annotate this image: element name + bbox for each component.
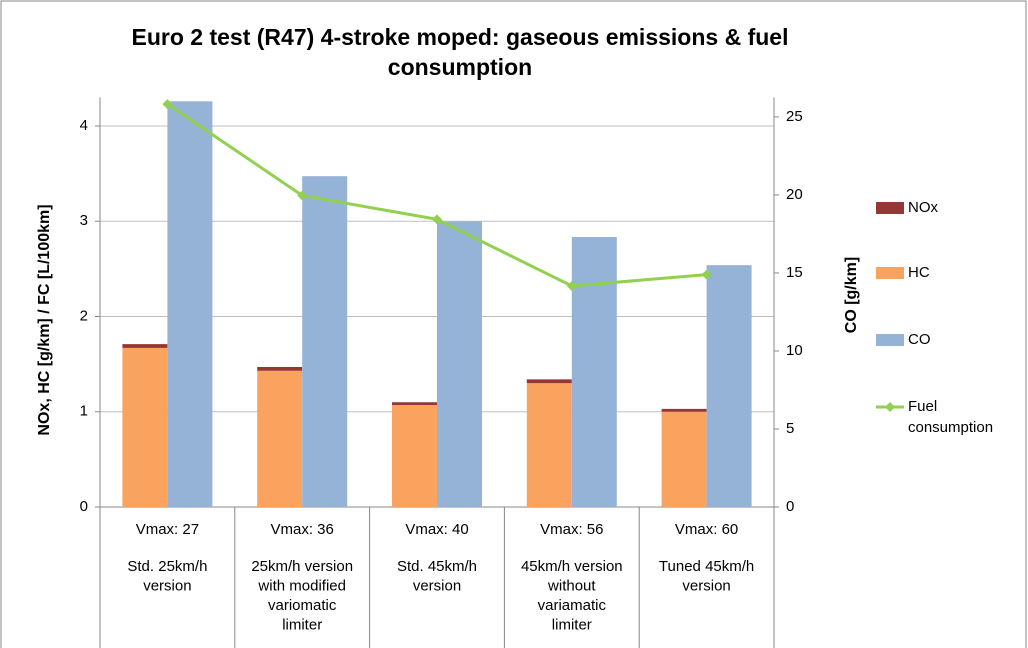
line-marker (162, 99, 173, 110)
line-marker (432, 214, 442, 225)
y2-tick-label: 25 (786, 108, 803, 125)
category-description: limiter (282, 616, 322, 633)
bar-segment (257, 366, 303, 371)
y-axis-title: NOx, HC [g/km] / FC [L/100km] (36, 204, 53, 435)
legend-marker (885, 402, 895, 412)
category-description: Tuned 45km/h (659, 558, 754, 575)
legend-swatch (876, 267, 904, 279)
bar (437, 221, 482, 507)
y-tick-label: 2 (80, 307, 88, 324)
x-tick-label: Vmax: 60 (675, 521, 738, 538)
category-description: version (413, 577, 461, 594)
y2-tick-label: 10 (786, 342, 803, 359)
bar-segment (122, 344, 168, 348)
category-description: version (682, 577, 730, 594)
bar-segment (526, 383, 572, 507)
legend-label: Fuel consumption (908, 398, 994, 436)
category-description: Std. 45km/h (397, 558, 477, 575)
category-description: variamatic (538, 597, 607, 614)
x-tick-label: Vmax: 36 (271, 521, 334, 538)
category-description: Std. 25km/h (127, 558, 207, 575)
legend-label: HC (908, 264, 930, 281)
category-description: version (143, 577, 191, 594)
bar (571, 237, 617, 508)
y2-tick-label: 20 (786, 186, 803, 203)
legend-label: CO (908, 331, 931, 348)
x-tick-label: Vmax: 27 (136, 521, 199, 538)
line-marker (701, 269, 712, 280)
bar-segment (661, 411, 707, 507)
line-marker (566, 281, 577, 292)
category-description: with modified (257, 577, 346, 594)
bar-segment (526, 379, 572, 384)
y-tick-label: 3 (80, 212, 88, 229)
bar-segment (257, 370, 303, 507)
bar (706, 265, 752, 507)
y2-axis-title: CO [g/km] (843, 257, 860, 333)
category-description: 25km/h version (251, 558, 353, 575)
bar (302, 176, 348, 508)
x-tick-label: Vmax: 40 (405, 521, 468, 538)
bar-segment (661, 408, 707, 412)
y2-tick-label: 15 (786, 264, 803, 281)
chart-title: Euro 2 test (R47) 4-stroke moped: gaseou… (131, 24, 789, 80)
y-tick-label: 0 (80, 498, 88, 515)
bar-segment (392, 405, 437, 507)
category-description: 45km/h version (521, 558, 623, 575)
y2-tick-label: 0 (786, 498, 794, 515)
category-description: limiter (552, 616, 592, 633)
y-tick-label: 1 (80, 403, 88, 420)
legend-label: NOx (908, 199, 938, 216)
bar (167, 101, 213, 507)
category-description: variomatic (268, 597, 337, 614)
bar-segment (122, 347, 168, 507)
x-tick-label: Vmax: 56 (540, 521, 603, 538)
legend-swatch (876, 202, 904, 214)
legend-swatch (876, 334, 904, 346)
y-tick-label: 4 (80, 117, 88, 134)
y2-tick-label: 5 (786, 420, 794, 437)
bar-segment (392, 402, 437, 406)
category-description: without (547, 577, 596, 594)
line-marker (297, 190, 308, 201)
